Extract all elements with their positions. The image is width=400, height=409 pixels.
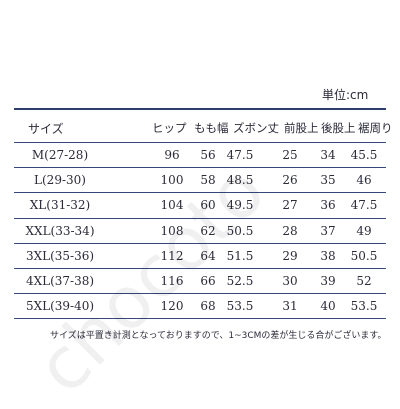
- hip-value: 120: [160, 299, 184, 314]
- table-row: L(29-30) 100 58 48.5 26 35 46: [0, 173, 400, 193]
- hip-value: 96: [164, 148, 180, 162]
- size-label: 5XL(39-40): [25, 299, 95, 314]
- hip-value: 108: [160, 223, 184, 238]
- back-rise-value: 39: [320, 274, 336, 288]
- size-label: L(29-30): [34, 173, 86, 188]
- row-divider: [14, 242, 386, 244]
- row-divider: [14, 192, 386, 194]
- hem-value: 53.5: [350, 299, 378, 314]
- measurement-note: サイズは平置き計測となっておりますので、1~3CMの差が生じる合がございます。: [50, 331, 387, 341]
- front-rise-value: 28: [282, 223, 298, 238]
- hem-value: 49: [356, 223, 372, 238]
- thigh-value: 62: [200, 223, 216, 238]
- table-row: 5XL(39-40) 120 68 53.5 31 40 53.5: [0, 299, 400, 319]
- back-rise-value: 37: [320, 223, 336, 238]
- length-value: 47.5: [226, 148, 254, 162]
- length-value: 51.5: [226, 248, 254, 263]
- table-row: 4XL(37-38) 116 66 52.5 30 39 52: [0, 274, 400, 294]
- table-row: M(27-28) 96 56 47.5 25 34 45.5: [0, 148, 400, 168]
- thigh-value: 68: [200, 299, 216, 314]
- header-length: ズボン丈: [233, 121, 279, 135]
- back-rise-value: 35: [320, 173, 336, 188]
- front-rise-value: 27: [282, 198, 298, 213]
- size-label: XL(31-32): [29, 198, 91, 213]
- thigh-value: 64: [200, 248, 216, 263]
- length-value: 48.5: [226, 173, 254, 188]
- back-rise-value: 38: [320, 248, 336, 263]
- row-divider: [14, 217, 386, 219]
- hip-value: 100: [160, 173, 184, 188]
- hem-value: 46: [356, 173, 372, 188]
- row-divider: [14, 142, 386, 143]
- thigh-value: 60: [200, 198, 216, 213]
- row-divider: [14, 268, 386, 269]
- size-label: 3XL(35-36): [25, 248, 95, 263]
- hip-value: 116: [160, 274, 184, 288]
- front-rise-value: 31: [282, 299, 298, 314]
- row-divider: [14, 318, 386, 320]
- table-row: XL(31-32) 104 60 49.5 27 36 47.5: [0, 198, 400, 218]
- length-value: 50.5: [226, 223, 254, 238]
- thigh-value: 58: [200, 173, 216, 188]
- table-row: XXL(33-34) 108 62 50.5 28 37 49: [0, 224, 400, 244]
- front-rise-value: 26: [282, 173, 298, 188]
- header-thigh: もも幅: [194, 121, 229, 135]
- row-divider: [14, 293, 386, 295]
- size-label: 4XL(37-38): [25, 274, 95, 288]
- front-rise-value: 25: [282, 148, 298, 162]
- header-front-rise: 前股上: [284, 121, 319, 135]
- unit-label: 単位:cm: [322, 88, 369, 102]
- hem-value: 47.5: [350, 198, 378, 213]
- hip-value: 104: [160, 198, 184, 213]
- thigh-value: 66: [200, 274, 216, 288]
- size-label: M(27-28): [31, 148, 89, 162]
- hem-value: 50.5: [350, 248, 378, 263]
- hip-value: 112: [160, 248, 184, 263]
- front-rise-value: 30: [282, 274, 298, 288]
- length-value: 53.5: [226, 299, 254, 314]
- size-label: XXL(33-34): [25, 223, 95, 238]
- hem-value: 52: [356, 274, 372, 288]
- back-rise-value: 40: [320, 299, 336, 314]
- length-value: 49.5: [226, 198, 254, 213]
- header-back-rise: 後股上: [321, 121, 356, 135]
- table-top-rule: [14, 108, 386, 110]
- header-hip: ヒップ: [152, 121, 187, 135]
- back-rise-value: 34: [320, 148, 336, 162]
- length-value: 52.5: [226, 274, 254, 288]
- front-rise-value: 29: [282, 248, 298, 263]
- back-rise-value: 36: [320, 198, 336, 213]
- header-size: サイズ: [28, 122, 64, 136]
- row-divider: [14, 167, 386, 169]
- hem-value: 45.5: [350, 148, 378, 162]
- table-header: サイズ ヒップ もも幅 ズボン丈 前股上 後股上 裾周り: [0, 120, 400, 136]
- header-hem: 裾周り: [358, 121, 393, 135]
- table-row: 3XL(35-36) 112 64 51.5 29 38 50.5: [0, 249, 400, 269]
- thigh-value: 56: [200, 148, 216, 162]
